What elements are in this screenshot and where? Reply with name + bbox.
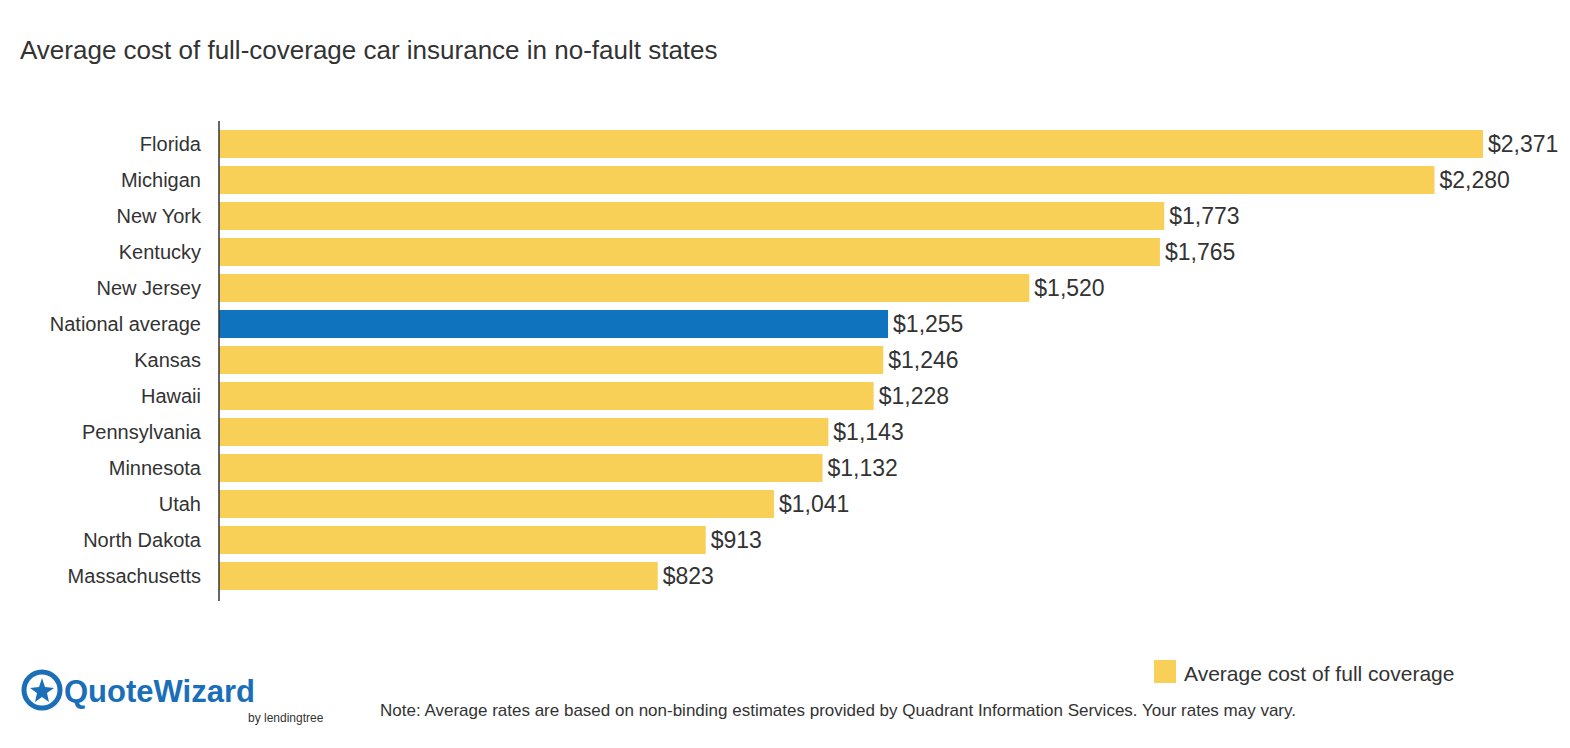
data-label: $2,371 [1488,131,1558,157]
data-label: $1,765 [1165,239,1235,265]
bar [219,418,828,446]
bar [219,310,888,338]
bar [219,454,822,482]
category-label: Kansas [134,349,201,371]
legend-swatch [1154,660,1176,683]
category-label: Utah [159,493,201,515]
bar [219,238,1160,266]
logo-name: QuoteWizard [64,674,255,709]
bar [219,202,1164,230]
data-label: $2,280 [1439,167,1509,193]
logo-byline: by lendingtree [248,711,324,725]
category-label: Minnesota [109,457,202,479]
bar [219,490,774,518]
data-label: $1,132 [827,455,897,481]
logo: QuoteWizard by lendingtree [24,672,324,725]
category-label: National average [50,313,201,335]
bar [219,382,874,410]
title: Average cost of full-coverage car insura… [20,35,718,65]
data-label: $1,041 [779,491,849,517]
data-label: $1,228 [879,383,949,409]
bar [219,130,1483,158]
data-label: $1,246 [888,347,958,373]
data-label: $1,255 [893,311,963,337]
bar [219,346,883,374]
data-label: $1,520 [1034,275,1104,301]
category-label: New Jersey [97,277,201,299]
category-label: North Dakota [83,529,202,551]
data-label: $1,773 [1169,203,1239,229]
axis-line [218,121,220,601]
note: Note: Average rates are based on non-bin… [380,701,1296,720]
category-label: Florida [140,133,202,155]
category-label: Kentucky [119,241,201,263]
category-label: Michigan [121,169,201,191]
chart: Average cost of full-coverage car insura… [0,0,1570,748]
bar [219,526,706,554]
bar [219,274,1029,302]
category-label: Pennsylvania [82,421,202,443]
logo-icon [30,678,54,702]
data-label: $1,143 [833,419,903,445]
logo-icon [24,672,60,708]
legend-label: Average cost of full coverage [1184,662,1454,685]
bar [219,166,1434,194]
category-label: New York [117,205,202,227]
category-label: Massachusetts [68,565,201,587]
bar [219,562,658,590]
category-label: Hawaii [141,385,201,407]
data-label: $913 [711,527,762,553]
labels: Florida $2,371 Michigan $2,280 New York $1,77… [50,131,1559,589]
bars [219,130,1483,590]
data-label: $823 [663,563,714,589]
